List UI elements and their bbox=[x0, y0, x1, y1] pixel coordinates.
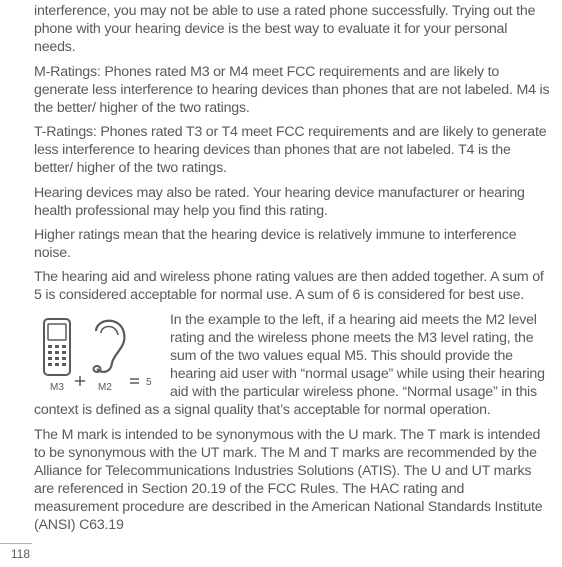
equals-icon bbox=[130, 379, 139, 383]
hearing-aid-icon bbox=[94, 320, 125, 371]
paragraph-higher-ratings: Higher ratings mean that the hearing dev… bbox=[34, 226, 552, 262]
document-page: interference, you may not be able to use… bbox=[0, 0, 562, 567]
paragraph-t-ratings: T-Ratings: Phones rated T3 or T4 meet FC… bbox=[34, 123, 552, 178]
paragraph-marks: The M mark is intended to be synonymous … bbox=[34, 426, 552, 535]
paragraph-interference: interference, you may not be able to use… bbox=[34, 2, 552, 57]
paragraph-m-ratings: M-Ratings: Phones rated M3 or M4 meet FC… bbox=[34, 63, 552, 118]
page-number: 118 bbox=[0, 543, 32, 561]
phone-icon bbox=[44, 319, 70, 375]
rating-example-figure: M3 M2 5 bbox=[34, 313, 162, 398]
paragraph-sum-rule: The hearing aid and wireless phone ratin… bbox=[34, 268, 552, 304]
paragraph-hearing-devices: Hearing devices may also be rated. Your … bbox=[34, 184, 552, 220]
figure-label-m2: M2 bbox=[98, 382, 112, 393]
figure-label-result: 5 bbox=[146, 377, 152, 388]
plus-icon bbox=[75, 376, 85, 386]
figure-label-m3: M3 bbox=[50, 382, 64, 393]
example-block: M3 M2 5 In the example to the left, if a… bbox=[34, 311, 552, 426]
